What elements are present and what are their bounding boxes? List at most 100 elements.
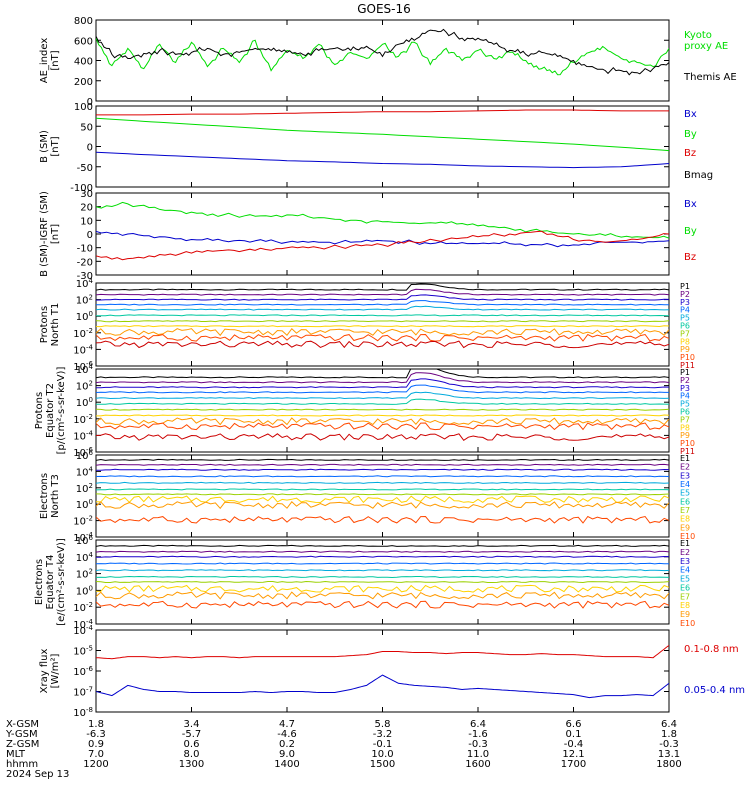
- channel-line-e1: [96, 544, 669, 547]
- y-tick-label: 10-6: [73, 665, 93, 678]
- channel-label: E1: [680, 539, 690, 548]
- legend-entry: Bx: [684, 199, 697, 210]
- x-info-value: 0.2: [279, 739, 295, 750]
- legend-entry: proxy AE: [684, 41, 728, 52]
- y-tick-label: 200: [74, 77, 93, 88]
- channel-line-p3: [96, 294, 669, 301]
- channel-line-e3: [96, 468, 669, 471]
- panel-frame: [95, 19, 670, 102]
- series-line-bz: [96, 109, 669, 116]
- channel-line-e6: [96, 488, 669, 491]
- y-tick-label: 102: [76, 482, 93, 495]
- channel-line-p11: [96, 433, 669, 441]
- x-info-value: 6.6: [566, 719, 582, 730]
- legend-entry: Kyoto: [684, 30, 712, 41]
- series-line-0-1-0-8-nm: [96, 644, 669, 660]
- legend-entry: By: [684, 226, 697, 237]
- channel-label: E8: [680, 515, 690, 524]
- channel-label: P8: [680, 423, 690, 432]
- x-info-value: 11.0: [467, 749, 489, 760]
- y-tick-label: 0: [87, 97, 93, 108]
- plot-area: [96, 458, 669, 524]
- channel-line-p11: [96, 340, 669, 349]
- y-tick-label: 102: [76, 294, 93, 307]
- channel-line-e10: [96, 600, 669, 609]
- channel-label: P1: [680, 282, 690, 291]
- y-tick-label: 10-2: [73, 327, 93, 340]
- channel-line-p9: [96, 327, 669, 337]
- series-line-bx: [96, 230, 669, 248]
- x-info-value: 0.9: [88, 739, 104, 750]
- y-tick-label: 10-6: [73, 446, 93, 459]
- x-info-value: 1.8: [661, 729, 677, 740]
- y-tick-label: 102: [76, 380, 93, 393]
- x-info-value: -6.3: [86, 729, 106, 740]
- channel-line-e4: [96, 562, 669, 565]
- series-line-kyoto-proxy-ae: [96, 38, 669, 76]
- y-tick-label: 100: [76, 498, 93, 511]
- channel-line-p2: [96, 288, 669, 296]
- channel-line-p8: [96, 414, 669, 417]
- y-axis-label: North T1: [50, 303, 61, 347]
- legend-entry: 0.05-0.4 nm: [684, 685, 745, 696]
- channel-label: E2: [680, 548, 690, 557]
- x-info-value: 1800: [656, 759, 681, 770]
- x-info-value: -0.1: [373, 739, 393, 750]
- y-tick-label: 20: [80, 203, 93, 214]
- channel-label: P7: [680, 329, 690, 338]
- channel-line-e7: [96, 580, 669, 584]
- channel-line-e5: [96, 569, 669, 572]
- panel-frame: [95, 282, 670, 367]
- channel-line-e10: [96, 515, 669, 524]
- x-info-value: 1400: [274, 759, 299, 770]
- channel-label: E4: [680, 480, 690, 489]
- channel-label: P10: [680, 439, 695, 448]
- channel-line-p5: [96, 305, 669, 311]
- x-info-value: -1.6: [468, 729, 488, 740]
- x-info-value: 12.1: [562, 749, 584, 760]
- y-tick-label: 100: [76, 310, 93, 323]
- x-info-value: 1200: [83, 759, 108, 770]
- channel-label: E3: [680, 557, 690, 566]
- x-info-value: 9.0: [279, 749, 295, 760]
- y-axis-label: North T3: [50, 474, 61, 518]
- y-axis-label: [nT]: [50, 136, 61, 156]
- plot-area: [96, 369, 669, 441]
- channel-line-p9: [96, 417, 669, 426]
- x-info-row-label: Y-GSM: [5, 729, 38, 740]
- plot-area: [96, 28, 669, 76]
- date-label: 2024 Sep 13: [6, 769, 69, 780]
- channel-label: E8: [680, 601, 690, 610]
- channel-line-p10: [96, 333, 669, 342]
- x-info-value: 5.8: [375, 719, 391, 730]
- channel-line-p3: [96, 378, 669, 389]
- y-axis-label: Electrons: [39, 473, 50, 519]
- y-axis-label: Electrons: [34, 559, 45, 605]
- y-axis-label: Equator T4: [45, 555, 56, 610]
- series-line-themis-ae: [96, 28, 669, 76]
- channel-label: P11: [680, 447, 695, 456]
- plot-area: [96, 109, 669, 169]
- y-tick-label: 10-4: [73, 343, 93, 356]
- x-info-value: -3.2: [373, 729, 393, 740]
- legend-entry: 0.1-0.8 nm: [684, 644, 739, 655]
- x-info-value: 1500: [370, 759, 395, 770]
- y-tick-label: 10-4: [73, 624, 93, 637]
- y-tick-label: 10-2: [73, 601, 93, 614]
- y-axis-label: [nT]: [50, 224, 61, 244]
- channel-label: P2: [680, 376, 690, 385]
- y-axis-label: Xray flux: [39, 649, 50, 694]
- panel-pequator: 104 102 100 10-2 10-4 10-6 Protons Equator T2 [p…: [34, 363, 695, 459]
- channel-label: P6: [680, 408, 690, 417]
- panel-eequator: 106 104 102 100 10-2 10-4 Electrons Equator T4[…: [34, 534, 695, 631]
- x-info-value: -0.3: [659, 739, 679, 750]
- y-tick-label: 800: [74, 16, 93, 27]
- x-info-value: 1600: [465, 759, 490, 770]
- channel-label: P5: [680, 400, 690, 409]
- y-axis-label: [nT]: [50, 50, 61, 70]
- channel-label: E7: [680, 506, 690, 515]
- plot-area: [96, 644, 669, 699]
- channel-label: P3: [680, 298, 690, 307]
- x-info-value: 4.7: [279, 719, 295, 730]
- x-info-value: -5.7: [182, 729, 202, 740]
